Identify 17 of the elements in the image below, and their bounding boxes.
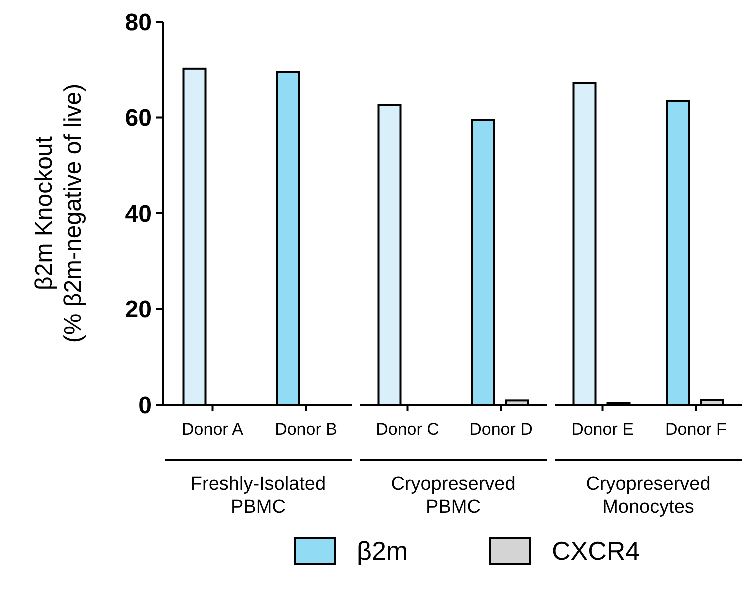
y-tick-label: 80 <box>125 9 152 36</box>
x-tick-label: Donor E <box>572 420 634 439</box>
x-tick-label: Donor C <box>376 420 440 439</box>
legend-label: β2m <box>357 536 408 566</box>
text: Cryopreserved Monocytes <box>586 474 711 518</box>
y-tick-label: 0 <box>138 392 152 420</box>
x-tick-label: Donor B <box>275 420 338 439</box>
x-tick-label: Donor F <box>666 420 727 439</box>
x-tick-label: Donor D <box>470 420 533 439</box>
text: Freshly-Isolated PBMC <box>190 474 326 518</box>
y-axis-title: β2m Knockout (% β2m-negative of live) <box>31 84 87 344</box>
legend-label: CXCR4 <box>552 536 640 566</box>
y-tick-label: 40 <box>125 200 152 228</box>
y-tick-label: 60 <box>125 105 152 132</box>
y-tick-label: 20 <box>125 296 152 324</box>
text: Cryopreserved PBMC <box>391 474 516 518</box>
x-tick-label: Donor A <box>182 420 244 439</box>
